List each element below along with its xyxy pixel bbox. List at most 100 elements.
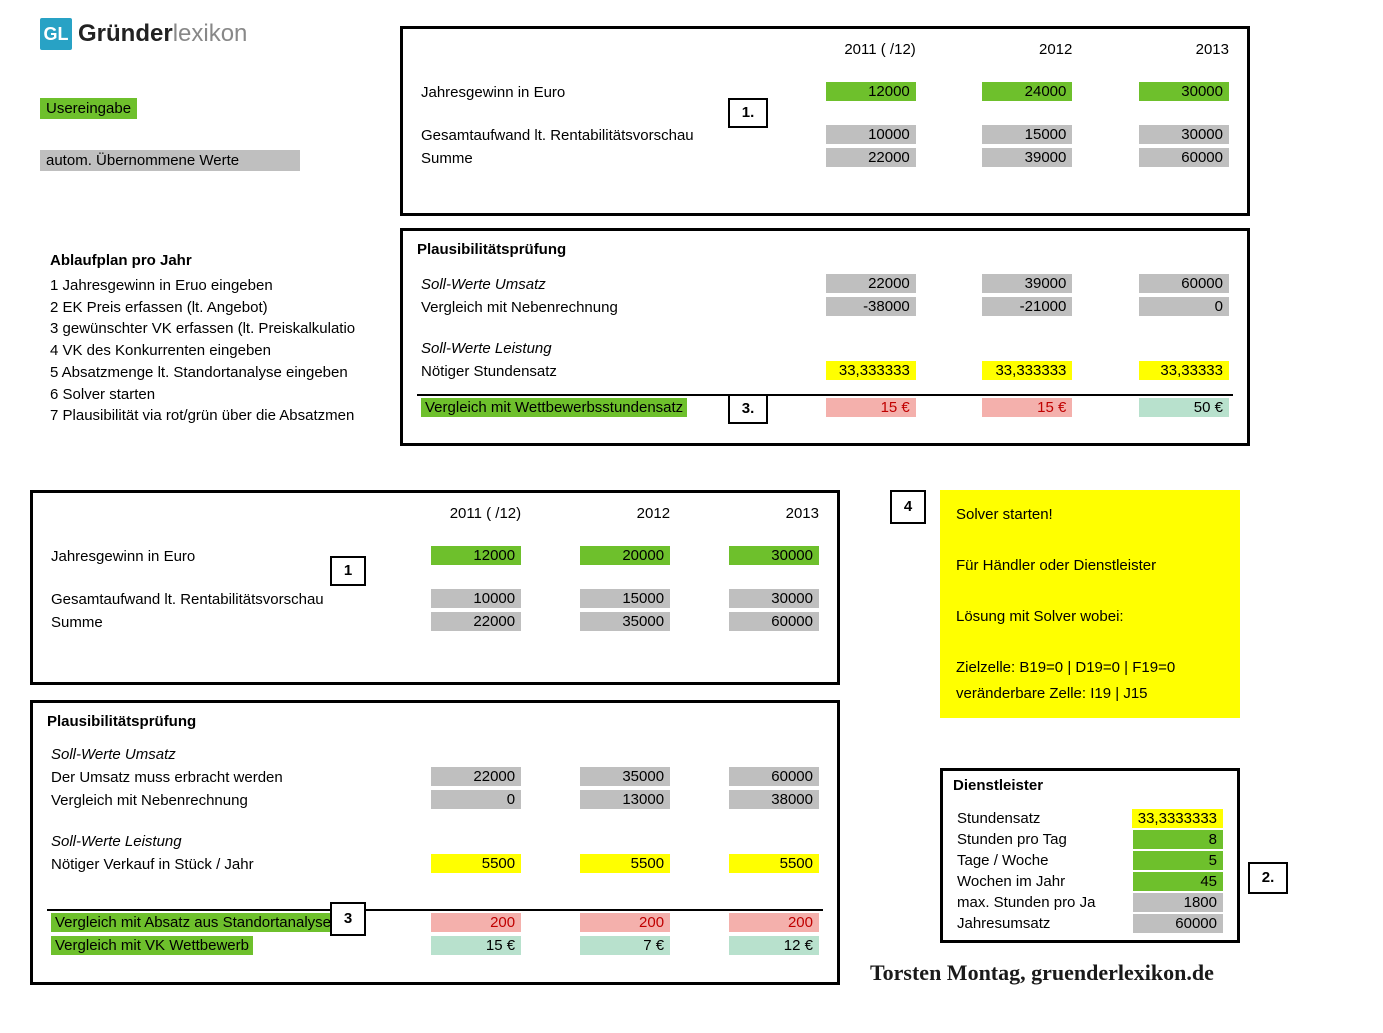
subheading: Soll-Werte Leistung [417,338,763,359]
dienst-row-value: 33,3333333 [1132,809,1223,828]
dienst-row-label: Jahresumsatz [953,913,1116,934]
topbox: 2011 ( /12) 2012 2013 Jahresgewinn in Eu… [400,26,1250,216]
plan-title: Ablaufplan pro Jahr [50,250,355,272]
plan-item: 4 VK des Konkurrenten eingeben [50,340,355,362]
dienst-row-value[interactable]: 8 [1133,830,1223,849]
auto-cell: 60000 [1139,148,1229,167]
year-header: 2012 [920,39,1077,60]
plan-item: 1 Jahresgewinn in Eruo eingeben [50,275,355,297]
input-cell[interactable]: 12000 [431,546,521,565]
plan-item: 3 gewünschter VK erfassen (lt. Preiskalk… [50,318,355,340]
plan-item: 2 EK Preis erfassen (lt. Angebot) [50,297,355,319]
marker-3-left: 3 [330,902,366,936]
footer-label: Vergleich mit Wettbewerbsstundensatz [421,398,687,417]
compare-cell: 15 € [982,398,1072,417]
auto-cell: 60000 [729,767,819,786]
auto-cell: 22000 [431,767,521,786]
marker-3-mid: 3. [728,394,768,424]
topbox-table: 2011 ( /12) 2012 2013 Jahresgewinn in Eu… [417,39,1233,169]
midbox: Plausibilitätsprüfung Soll-Werte Umsatz … [400,228,1250,446]
year-header: 2011 ( /12) [376,503,525,524]
dienst-row-label: Wochen im Jahr [953,871,1116,892]
subheading: Soll-Werte Umsatz [417,272,763,295]
solver-line [956,579,1224,605]
logo-text-light: lexikon [173,20,248,47]
year-header: 2013 [674,503,823,524]
highlight-cell: 5500 [431,854,521,873]
auto-cell: 60000 [729,612,819,631]
logo-text: Gründerlexikon [78,20,247,48]
year-header: 2013 [1076,39,1233,60]
solver-line: Zielzelle: B19=0 | D19=0 | F19=0 [956,655,1224,681]
marker-1-left: 1 [330,556,366,586]
leftbox: 2011 ( /12) 2012 2013 Jahresgewinn in Eu… [30,490,840,685]
auto-cell: 39000 [982,148,1072,167]
solver-line [956,630,1224,656]
auto-cell: 15000 [982,125,1072,144]
auto-cell: 10000 [431,589,521,608]
highlight-cell: 5500 [580,854,670,873]
auto-cell: 38000 [729,790,819,809]
row-label: Jahresgewinn in Euro [47,544,376,567]
solver-line: veränderbare Zelle: I19 | J15 [956,681,1224,707]
dienst-row-value[interactable]: 5 [1133,851,1223,870]
row-label: Gesamtaufwand lt. Rentabilitätsvorschau [47,587,376,610]
dienst-row-label: max. Stunden pro Ja [953,892,1116,913]
input-cell[interactable]: 30000 [729,546,819,565]
solver-note: Solver starten! Für Händler oder Dienstl… [940,490,1240,718]
logo: GL Gründerlexikon [40,18,247,50]
legend-user-input: Usereingabe [40,98,137,119]
marker-1-top: 1. [728,98,768,128]
compare-cell: 200 [580,913,670,932]
leftplaus-footer: Vergleich mit Absatz aus Standortanalyse… [47,909,823,957]
auto-cell: 35000 [580,612,670,631]
footer-label: Vergleich mit Absatz aus Standortanalyse [51,913,335,932]
dienst-row-value[interactable]: 45 [1133,872,1223,891]
leftplaus: Plausibilitätsprüfung Soll-Werte Umsatz … [30,700,840,985]
leftplaus-table: Soll-Werte Umsatz Der Umsatz muss erbrac… [47,744,823,875]
row-label: Vergleich mit Nebenrechnung [417,295,763,318]
compare-cell: 200 [729,913,819,932]
auto-cell: 30000 [729,589,819,608]
leftbox-table: 2011 ( /12) 2012 2013 Jahresgewinn in Eu… [47,503,823,633]
leftplaus-title: Plausibilitätsprüfung [47,713,823,730]
row-label: Vergleich mit Nebenrechnung [47,788,376,811]
row-label: Nötiger Verkauf in Stück / Jahr [47,852,376,875]
compare-cell: 200 [431,913,521,932]
auto-cell: 10000 [826,125,916,144]
row-label: Summe [417,146,763,169]
dienst-box: Dienstleister Stundensatz33,3333333Stund… [940,768,1240,943]
plan-list: Ablaufplan pro Jahr 1 Jahresgewinn in Er… [50,250,355,427]
plan-item: 6 Solver starten [50,384,355,406]
legend-auto-value: autom. Übernommene Werte [40,150,300,171]
row-label: Gesamtaufwand lt. Rentabilitätsvorschau [417,123,763,146]
dienst-row-label: Stundensatz [953,808,1116,829]
credit-line: Torsten Montag, gruenderlexikon.de [870,960,1214,986]
compare-cell: 7 € [580,936,670,955]
input-cell[interactable]: 24000 [982,82,1072,101]
auto-cell: 15000 [580,589,670,608]
auto-cell: -38000 [826,297,916,316]
dienst-title: Dienstleister [953,777,1227,794]
auto-cell: 0 [1139,297,1229,316]
input-cell[interactable]: 12000 [826,82,916,101]
input-cell[interactable]: 20000 [580,546,670,565]
highlight-cell: 33,33333 [1139,361,1229,380]
dienst-row-value: 60000 [1133,914,1223,933]
footer-label: Vergleich mit VK Wettbewerb [51,936,253,955]
row-label: Jahresgewinn in Euro [417,80,763,103]
auto-cell: 60000 [1139,274,1229,293]
marker-2: 2. [1248,862,1288,894]
solver-line [956,528,1224,554]
row-label: Summe [47,610,376,633]
input-cell[interactable]: 30000 [1139,82,1229,101]
solver-line: Für Händler oder Dienstleister [956,553,1224,579]
auto-cell: 35000 [580,767,670,786]
auto-cell: 22000 [431,612,521,631]
auto-cell: 22000 [826,274,916,293]
highlight-cell: 33,333333 [982,361,1072,380]
compare-cell: 15 € [431,936,521,955]
plan-item: 5 Absatzmenge lt. Standortanalyse eingeb… [50,362,355,384]
dienst-row-label: Tage / Woche [953,850,1116,871]
marker-4: 4 [890,490,926,524]
